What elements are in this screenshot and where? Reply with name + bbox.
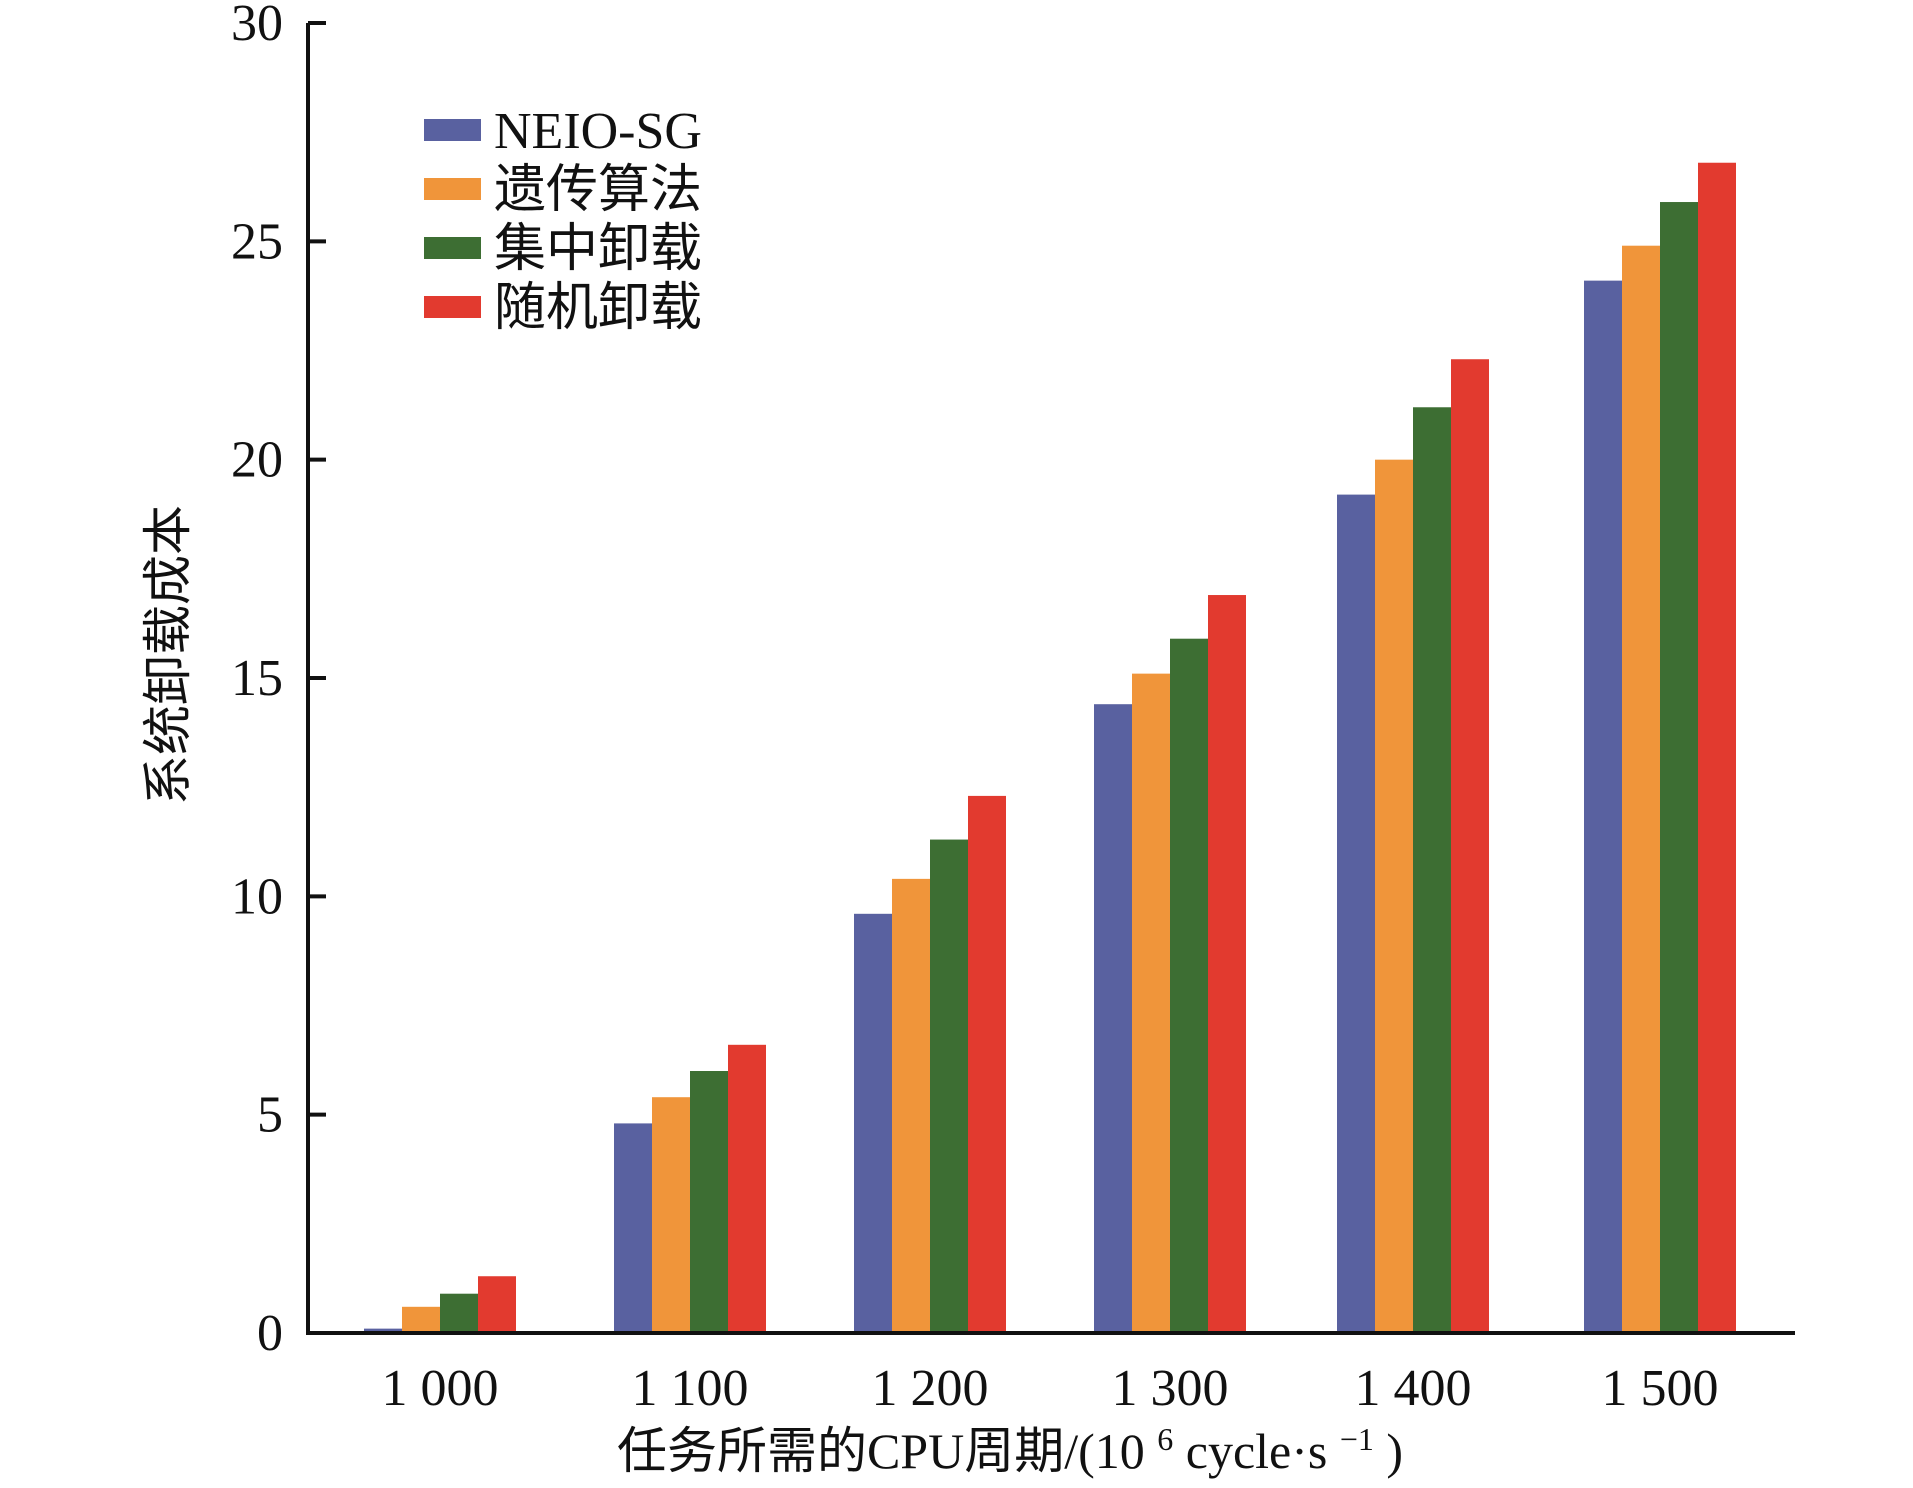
legend-swatch-4 bbox=[424, 296, 481, 318]
y-tick-label: 5 bbox=[257, 1087, 283, 1144]
bar-2-5 bbox=[1375, 459, 1413, 1334]
bar-2-6 bbox=[1622, 245, 1660, 1334]
x-axis-title: 任务所需的CPU周期/(10 6 cycle·s −1 ) bbox=[617, 1405, 1403, 1479]
legend-label-3: 集中卸载 bbox=[494, 221, 702, 278]
x-tick-label: 1 200 bbox=[872, 1360, 989, 1417]
y-tick-label: 25 bbox=[231, 213, 283, 270]
bar-4-4 bbox=[1208, 595, 1246, 1333]
x-axis-title-exponent-1: 6 bbox=[1157, 1421, 1173, 1457]
bar-2-4 bbox=[1132, 673, 1170, 1333]
y-tick-label: 20 bbox=[231, 432, 283, 489]
bar-3-4 bbox=[1170, 638, 1208, 1333]
bars-group bbox=[364, 162, 1736, 1334]
bar-1-3 bbox=[854, 913, 892, 1333]
x-tick-label: 1 400 bbox=[1355, 1360, 1472, 1417]
x-axis-title-exponent-2: −1 bbox=[1340, 1421, 1374, 1457]
legend-swatch-1 bbox=[424, 119, 481, 141]
legend-label-4: 随机卸载 bbox=[494, 280, 702, 337]
legend-label-1: NEIO-SG bbox=[494, 103, 702, 160]
bar-4-6 bbox=[1698, 162, 1736, 1333]
bar-1-6 bbox=[1584, 280, 1622, 1334]
bar-3-5 bbox=[1413, 407, 1451, 1333]
bar-2-3 bbox=[892, 878, 930, 1333]
y-tick-label: 15 bbox=[231, 650, 283, 707]
bar-3-3 bbox=[930, 839, 968, 1333]
x-tick-label: 1 500 bbox=[1602, 1360, 1719, 1417]
bar-1-2 bbox=[614, 1123, 652, 1333]
x-axis-title-suffix: ) bbox=[1386, 1423, 1403, 1479]
x-tick-label: 1 300 bbox=[1112, 1360, 1229, 1417]
x-tick-label: 1 000 bbox=[382, 1360, 499, 1417]
y-tick-label: 30 bbox=[231, 0, 283, 52]
x-axis: 1 000 1 100 1 200 1 300 1 400 1 500 bbox=[306, 1331, 1795, 1417]
bar-1-4 bbox=[1094, 704, 1132, 1333]
y-axis: 0 5 10 15 20 25 30 bbox=[231, 0, 326, 1362]
x-axis-title-prefix: 任务所需的CPU周期/(10 bbox=[617, 1423, 1145, 1479]
y-axis-title: 系统卸载成本 bbox=[140, 505, 196, 805]
x-tick-label: 1 100 bbox=[632, 1360, 749, 1417]
bar-4-5 bbox=[1451, 359, 1489, 1333]
bar-4-1 bbox=[478, 1276, 516, 1333]
bar-2-1 bbox=[402, 1306, 440, 1333]
bar-3-1 bbox=[440, 1293, 478, 1333]
bar-1-5 bbox=[1337, 494, 1375, 1334]
y-tick-label: 10 bbox=[231, 868, 283, 925]
y-tick-label: 0 bbox=[257, 1305, 283, 1362]
bar-4-3 bbox=[968, 795, 1006, 1333]
legend-label-2: 遗传算法 bbox=[494, 162, 702, 219]
legend-swatch-3 bbox=[424, 237, 481, 259]
bar-2-2 bbox=[652, 1097, 690, 1333]
x-axis-title-unit: cycle·s bbox=[1186, 1423, 1328, 1479]
bar-3-6 bbox=[1660, 202, 1698, 1334]
bar-4-2 bbox=[728, 1044, 766, 1333]
legend-swatch-2 bbox=[424, 178, 481, 200]
bar-1-1 bbox=[364, 1328, 402, 1333]
bar-3-2 bbox=[690, 1071, 728, 1333]
